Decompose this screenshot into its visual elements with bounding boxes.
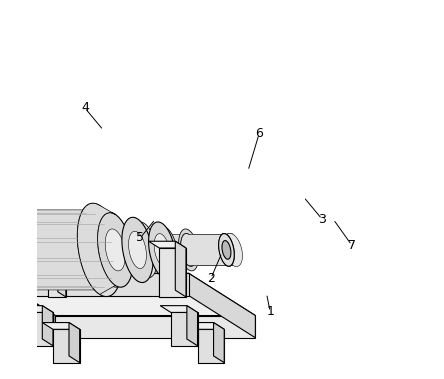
Polygon shape [1,233,233,265]
Polygon shape [189,273,255,338]
Polygon shape [159,252,177,297]
Polygon shape [171,312,198,346]
Polygon shape [149,222,175,278]
Polygon shape [175,241,186,297]
Polygon shape [160,305,198,312]
Text: 5: 5 [136,231,144,244]
Text: 7: 7 [348,239,356,252]
Text: 2: 2 [207,272,215,285]
Polygon shape [181,233,196,266]
Polygon shape [178,229,198,271]
Polygon shape [42,323,79,329]
Polygon shape [181,233,226,265]
Polygon shape [224,233,242,266]
Polygon shape [0,208,31,292]
Polygon shape [69,323,79,363]
Polygon shape [122,217,153,282]
Polygon shape [198,329,224,363]
Polygon shape [222,241,231,259]
Polygon shape [53,329,79,363]
Polygon shape [55,316,255,338]
Polygon shape [0,273,255,316]
Polygon shape [149,241,186,248]
Polygon shape [187,305,198,346]
Polygon shape [187,323,224,329]
Polygon shape [1,233,20,266]
Text: 6: 6 [255,127,263,140]
Polygon shape [48,252,66,297]
Polygon shape [151,247,177,252]
Polygon shape [154,233,170,266]
Polygon shape [26,312,53,346]
Polygon shape [218,233,234,266]
Polygon shape [0,273,189,296]
Polygon shape [131,222,158,278]
Polygon shape [77,203,122,296]
Polygon shape [0,273,55,338]
Polygon shape [155,227,178,273]
Polygon shape [214,323,224,363]
Polygon shape [79,208,120,292]
Text: 3: 3 [318,213,326,226]
Polygon shape [129,231,147,269]
Text: 4: 4 [81,102,89,114]
Polygon shape [42,305,53,346]
Text: 1: 1 [266,305,274,318]
Polygon shape [40,247,66,252]
Polygon shape [77,203,115,294]
Polygon shape [97,213,133,287]
Polygon shape [159,248,186,297]
Polygon shape [169,247,177,297]
Polygon shape [16,305,53,312]
Polygon shape [93,213,129,287]
Polygon shape [218,233,234,266]
Polygon shape [58,247,66,297]
Polygon shape [0,208,100,290]
Polygon shape [105,229,125,271]
